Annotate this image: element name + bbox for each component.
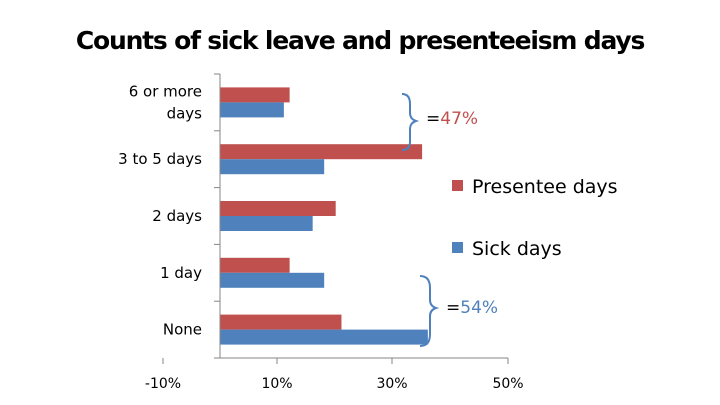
legend-label: Presentee days <box>472 176 618 198</box>
legend-swatch <box>452 242 463 253</box>
bar-presentee-4 <box>220 314 342 330</box>
x-tick-label: 50% <box>492 376 523 392</box>
bracket-bottom <box>419 275 440 347</box>
bar-presentee-1 <box>220 144 423 160</box>
bar-presentee-3 <box>220 257 290 273</box>
category-label: 1 day <box>160 264 202 282</box>
bar-sick-1 <box>220 159 325 175</box>
bar-sick-2 <box>220 216 313 231</box>
category-label: 3 to 5 days <box>118 150 202 168</box>
bar-sick-3 <box>220 272 325 288</box>
bar-presentee-0 <box>220 87 290 103</box>
category-label: 6 or more days <box>129 82 202 122</box>
x-tick-label: -10% <box>145 376 181 392</box>
annotation-top: =47% <box>426 109 478 129</box>
x-tick-label: 10% <box>261 376 292 392</box>
axes-group <box>162 73 509 364</box>
category-labels: 6 or more days 3 to 5 days 2 days 1 day None <box>118 82 202 338</box>
bracket-top <box>401 93 420 151</box>
x-tick-labels: -10% 10% 30% 50% <box>145 376 524 392</box>
category-label: 2 days <box>152 207 202 225</box>
legend-swatch <box>452 180 463 191</box>
legend-label: Sick days <box>472 238 562 260</box>
bars-group <box>220 87 428 345</box>
annotation-bottom: =54% <box>446 298 498 318</box>
bar-sick-4 <box>220 329 428 345</box>
bar-sick-0 <box>220 102 284 118</box>
category-label: None <box>163 321 202 339</box>
x-tick-label: 30% <box>376 376 407 392</box>
legend: Presentee days Sick days <box>452 176 618 260</box>
chart-title: Counts of sick leave and presenteeism da… <box>75 26 645 55</box>
annotations: =47% =54% <box>401 93 498 347</box>
bar-presentee-2 <box>220 201 336 216</box>
